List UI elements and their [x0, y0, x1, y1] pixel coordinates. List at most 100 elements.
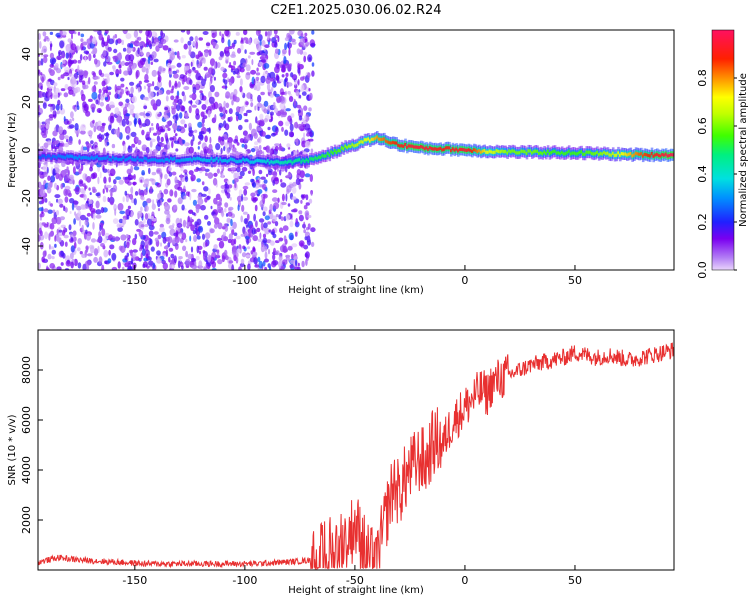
heatmap-noise-cell [157, 234, 162, 240]
heatmap-noise-cell [216, 206, 222, 213]
heatmap-noise-cell [128, 61, 131, 65]
heatmap-ridge-cell [159, 159, 163, 163]
heatmap-noise-cell [261, 52, 266, 60]
heatmap-noise-cell [198, 37, 203, 41]
heatmap-ridge-cell [663, 153, 666, 157]
heatmap-noise-cell [144, 223, 149, 228]
heatmap-noise-cell [86, 143, 92, 148]
heatmap-noise-cell [208, 96, 215, 105]
heatmap-noise-cell [183, 43, 188, 50]
heatmap-ridge-cell [529, 149, 532, 153]
heatmap-noise-cell [224, 123, 230, 131]
heatmap-noise-cell [269, 30, 272, 36]
heatmap-noise-cell [271, 215, 277, 222]
heatmap-ridge-cell [182, 158, 185, 162]
heatmap-noise-cell [64, 173, 70, 182]
heatmap-ridge-cell [148, 158, 152, 162]
heatmap-noise-cell [275, 126, 279, 134]
heatmap-noise-cell [109, 244, 115, 250]
heatmap-noise-cell [52, 110, 56, 115]
heatmap-noise-cell [190, 61, 193, 67]
heatmap-noise-cell [141, 170, 145, 176]
heatmap-noise-cell [52, 92, 59, 100]
heatmap-noise-cell [254, 141, 259, 146]
heatmap-noise-cell [273, 90, 277, 96]
heatmap-noise-cell [188, 132, 193, 137]
heatmap-ridge-cell [286, 160, 289, 164]
heatmap-noise-cell [122, 106, 128, 115]
heatmap-noise-cell [213, 223, 218, 229]
heatmap-noise-cell [288, 64, 292, 71]
heatmap-noise-cell [164, 173, 168, 180]
heatmap-noise-cell [150, 127, 155, 131]
heatmap-noise-cell [175, 113, 179, 121]
heatmap-ridge-cell [650, 152, 654, 156]
heatmap-noise-cell [207, 109, 211, 118]
heatmap-noise-cell [221, 136, 225, 142]
heatmap-noise-cell [146, 83, 153, 87]
heatmap-noise-cell [90, 208, 96, 213]
heatmap-noise-cell [229, 61, 232, 68]
heatmap-noise-cell [55, 103, 60, 111]
heatmap-noise-cell [223, 146, 226, 152]
heatmap-noise-cell [80, 163, 84, 171]
heatmap-noise-cell [177, 81, 181, 88]
heatmap-noise-cell [218, 56, 223, 61]
heatmap-noise-cell [192, 230, 196, 235]
heatmap-ridge-cell [671, 153, 674, 157]
heatmap-ridge-cell [235, 159, 238, 163]
heatmap-noise-cell [98, 33, 103, 41]
heatmap-noise-cell [300, 199, 303, 204]
heatmap-noise-cell [116, 116, 122, 121]
heatmap-noise-cell [232, 43, 235, 50]
heatmap-noise-cell [153, 58, 159, 63]
heatmap-noise-cell [275, 214, 279, 218]
heatmap-ridge-cell [140, 158, 143, 162]
heatmap-ridge-cell [80, 156, 83, 160]
heatmap-noise-cell [78, 73, 84, 81]
heatmap-noise-cell [224, 249, 228, 257]
heatmap-noise-cell [251, 251, 258, 257]
heatmap-noise-cell [228, 206, 234, 211]
heatmap-ridge-cell [115, 157, 119, 161]
heatmap-noise-cell [195, 113, 200, 120]
heatmap-noise-cell [296, 48, 301, 55]
heatmap-ridge-cell [203, 158, 207, 162]
heatmap-ridge-cell [259, 159, 263, 163]
heatmap-noise-cell [181, 91, 185, 97]
heatmap-noise-cell [205, 242, 208, 247]
heatmap-noise-cell [68, 89, 74, 95]
heatmap-noise-cell [234, 180, 237, 189]
heatmap-noise-cell [180, 37, 184, 44]
heatmap-noise-cell [159, 226, 165, 233]
heatmap-ridge-cell [395, 141, 398, 145]
heatmap-ridge-cell [626, 153, 629, 157]
heatmap-noise-cell [199, 59, 203, 65]
heatmap-noise-cell [185, 258, 191, 266]
heatmap-ridge-cell [67, 154, 71, 159]
heatmap-ridge-cell [328, 153, 332, 157]
heatmap-noise-cell [42, 31, 47, 37]
heatmap-noise-cell [260, 75, 266, 84]
heatmap-noise-cell [252, 235, 258, 242]
heatmap-ridge-cell [376, 135, 379, 139]
heatmap-noise-cell [231, 245, 237, 253]
heatmap-noise-cell [88, 187, 91, 191]
heatmap-noise-cell [121, 118, 126, 127]
heatmap-noise-cell [234, 96, 240, 103]
heatmap-noise-cell [155, 99, 162, 107]
heatmap-noise-cell [86, 38, 93, 44]
heatmap-ridge-cell [64, 156, 67, 160]
heatmap-noise-cell [310, 148, 314, 153]
heatmap-noise-cell [262, 260, 266, 267]
heatmap-noise-cell [231, 264, 235, 270]
heatmap-noise-cell [310, 191, 313, 196]
heatmap-noise-cell [251, 59, 254, 66]
heatmap-noise-cell [288, 96, 294, 102]
heatmap-noise-cell [229, 116, 233, 122]
heatmap-noise-cell [228, 141, 233, 150]
heatmap-noise-cell [201, 233, 206, 240]
heatmap-noise-cell [135, 136, 139, 143]
heatmap-noise-cell [281, 111, 287, 116]
